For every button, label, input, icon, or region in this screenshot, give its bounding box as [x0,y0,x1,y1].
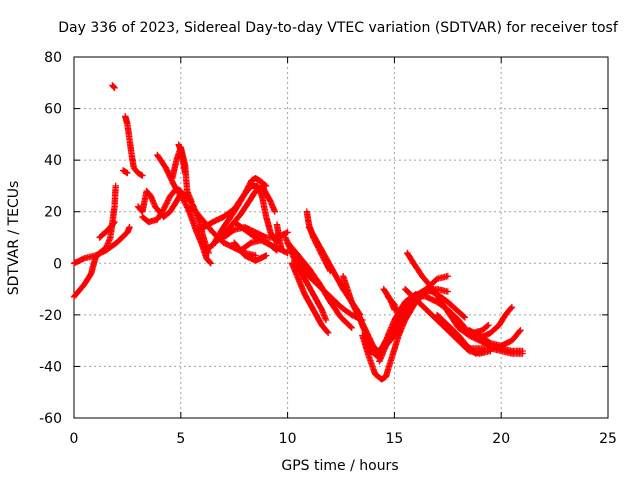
series-markers [109,82,118,92]
plot-frame [73,56,609,419]
x-tick-label: 25 [599,431,617,447]
series-markers [231,239,270,264]
x-tick-label: 0 [70,431,79,447]
series-markers [295,254,366,324]
series-track-4 [109,82,118,92]
y-tick-label: 0 [53,256,62,272]
y-tick-label: -40 [39,359,62,375]
series-track-6 [122,113,146,179]
x-axis-label: GPS time / hours [281,458,398,474]
series-track-2 [70,224,133,267]
series-markers [282,234,330,324]
series-markers [70,224,133,267]
x-tick-label: 10 [279,431,297,447]
series-track-22 [282,234,330,324]
y-tick-label: 60 [44,102,62,118]
series-markers [122,113,146,179]
y-tick-label: 20 [44,205,62,221]
y-axis-label: SDTVAR / TECUs [6,181,22,296]
series-markers [476,303,516,342]
series-markers [470,322,492,337]
y-tick-label: 80 [44,50,62,66]
series-track-24 [288,260,332,337]
x-tick-label: 20 [492,431,510,447]
series-track-35 [466,345,526,357]
series-track-37 [476,303,516,342]
axis-ticks: 0 5 10 15 20 25 -60 -40 -20 0 20 40 60 80 [39,50,617,447]
series-track-38 [470,322,492,337]
chart-title: Day 336 of 2023, Sidereal Day-to-day VTE… [58,20,619,36]
series-markers [119,167,131,177]
series-track-15 [209,182,281,249]
series-track-11 [175,141,189,177]
series-track-3 [96,218,118,241]
grid-lines [74,57,608,418]
series-markers [466,345,526,357]
series-markers [380,285,398,313]
series-markers [288,260,332,337]
series-track-23 [295,254,366,324]
y-tick-label: 40 [44,153,62,169]
y-tick-label: -20 [39,308,62,324]
series-track-40 [380,285,398,313]
series-markers [273,221,285,251]
series-markers [96,218,118,241]
series-markers [209,182,281,249]
series-track-5 [119,167,131,177]
y-tick-label: -60 [39,411,62,427]
x-tick-label: 5 [176,431,185,447]
series-track-18 [273,221,285,251]
x-tick-label: 15 [385,431,403,447]
data-layer [70,82,526,383]
series-markers [175,141,189,177]
series-track-20 [231,239,270,264]
